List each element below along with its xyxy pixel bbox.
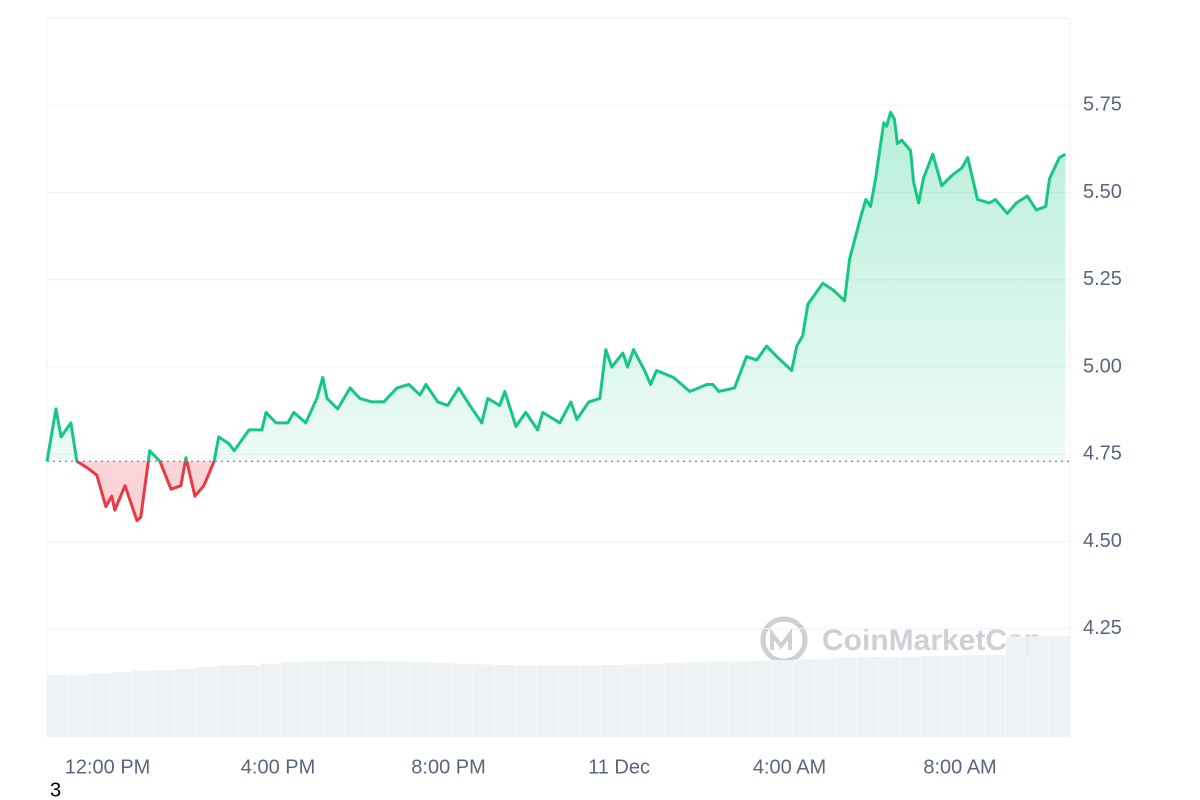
volume-bar <box>89 673 111 737</box>
volume-bar <box>451 663 473 737</box>
watermark: CoinMarketCap <box>760 616 1042 664</box>
volume-bar <box>707 661 729 737</box>
volume-bar <box>153 670 175 737</box>
y-tick-label: 5.25 <box>1083 268 1122 290</box>
volume-bar <box>388 661 409 737</box>
price-line-up <box>45 110 1067 462</box>
volume-bar <box>281 662 303 737</box>
volume-bar <box>217 665 239 737</box>
price-line-down <box>46 461 216 523</box>
volume-bar <box>729 661 750 737</box>
volume-bar <box>324 660 345 737</box>
y-tick-label: 5.00 <box>1083 355 1122 377</box>
area-up <box>47 112 1066 462</box>
volume-bar <box>1027 636 1049 737</box>
volume-bar <box>132 670 154 737</box>
volume-bar <box>771 660 793 737</box>
volume-bar <box>942 655 963 737</box>
volume-bar <box>622 664 644 737</box>
volume-bar <box>558 665 580 737</box>
volume-bar <box>430 662 452 737</box>
volume-bar <box>665 662 686 737</box>
volume-bar <box>238 665 260 737</box>
y-tick-label: 4.75 <box>1083 443 1122 465</box>
volume-bar <box>1006 636 1027 737</box>
volume-bar <box>878 657 899 737</box>
volume-bar <box>110 672 132 737</box>
volume-bar <box>196 667 217 737</box>
volume-bar <box>47 675 68 737</box>
volume-bar <box>601 665 622 737</box>
volume-bar <box>686 662 708 737</box>
y-tick-label: 4.25 <box>1083 617 1122 639</box>
volume-bar <box>473 664 495 737</box>
watermark-text: CoinMarketCap <box>822 624 1042 657</box>
x-tick-label: 11 Dec <box>588 756 650 778</box>
watermark-logo-mark <box>770 628 792 650</box>
volume-bar <box>515 665 537 737</box>
volume-bar <box>835 657 857 737</box>
volume-bar <box>920 655 942 737</box>
x-tick-label: 12:00 PM <box>65 756 151 778</box>
volume-bar <box>1048 636 1070 737</box>
volume-bar <box>814 658 836 737</box>
volume-bar <box>409 662 431 737</box>
volume-bar <box>856 657 878 737</box>
volume-bar <box>899 656 921 737</box>
x-tick-label: 8:00 AM <box>923 756 996 778</box>
volume-bar <box>494 665 516 737</box>
volume-bar <box>792 659 814 737</box>
footnote: 3 <box>50 779 61 800</box>
volume-bar <box>302 661 324 737</box>
y-tick-label: 5.75 <box>1083 94 1122 116</box>
volume-bar <box>174 668 196 737</box>
volume-bar <box>643 663 665 737</box>
plot-frame <box>46 17 1071 737</box>
volume-bar <box>537 665 558 737</box>
volume-bar <box>984 655 1006 737</box>
y-tick-label: 5.50 <box>1083 181 1122 203</box>
x-tick-label: 8:00 PM <box>411 756 485 778</box>
y-tick-label: 4.50 <box>1083 530 1122 552</box>
volume-bar <box>750 660 772 737</box>
volume-bar <box>366 660 388 737</box>
volume-bar <box>579 665 601 737</box>
x-tick-label: 4:00 AM <box>753 756 826 778</box>
volume-bar <box>68 674 90 737</box>
volume-bar <box>963 655 985 737</box>
volume-bar <box>260 663 281 737</box>
x-tick-label: 4:00 PM <box>241 756 315 778</box>
volume-bar <box>345 660 367 737</box>
